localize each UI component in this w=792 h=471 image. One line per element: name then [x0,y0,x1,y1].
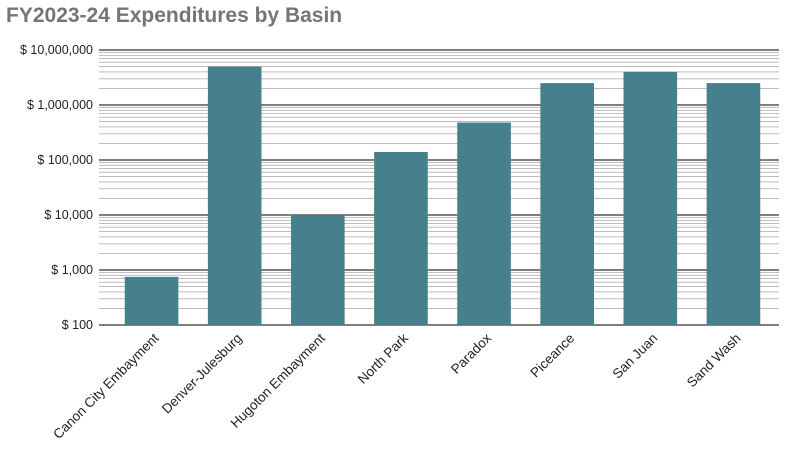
y-axis-tick-labels: $ 100 $ 1,000 $ 10,000 $ 100,000 $ 1,000,000… [20,43,93,332]
y-tick-label: $ 100 [62,318,93,332]
y-tick-label: $ 1,000 [51,263,93,277]
y-tick-label: $ 10,000,000 [20,43,93,57]
bars [124,66,761,326]
x-category-label: Piceance [527,331,577,381]
y-tick-label: $ 10,000 [44,208,93,222]
x-category-label: Paradox [448,330,494,376]
x-category-label: Canon City Embayment [50,330,162,442]
bar [374,151,428,325]
x-category-label: Hugoton Embayment [228,330,328,430]
bar [540,83,594,325]
x-axis-category-labels: Canon City EmbaymentDenver-JulesburgHugo… [50,330,743,442]
y-tick-label: $ 100,000 [37,153,93,167]
y-tick-label: $ 1,000,000 [27,98,93,112]
x-category-label: North Park [355,330,411,386]
bar [706,83,761,325]
x-category-label: San Juan [609,331,660,382]
x-category-label: Denver-Julesburg [159,331,245,417]
bar [124,276,179,325]
bar [457,122,511,325]
bar [291,215,345,325]
chart-title: FY2023-24 Expenditures by Basin [6,4,343,27]
bar [207,66,262,326]
x-category-label: Sand Wash [684,331,744,391]
bar [623,71,678,325]
